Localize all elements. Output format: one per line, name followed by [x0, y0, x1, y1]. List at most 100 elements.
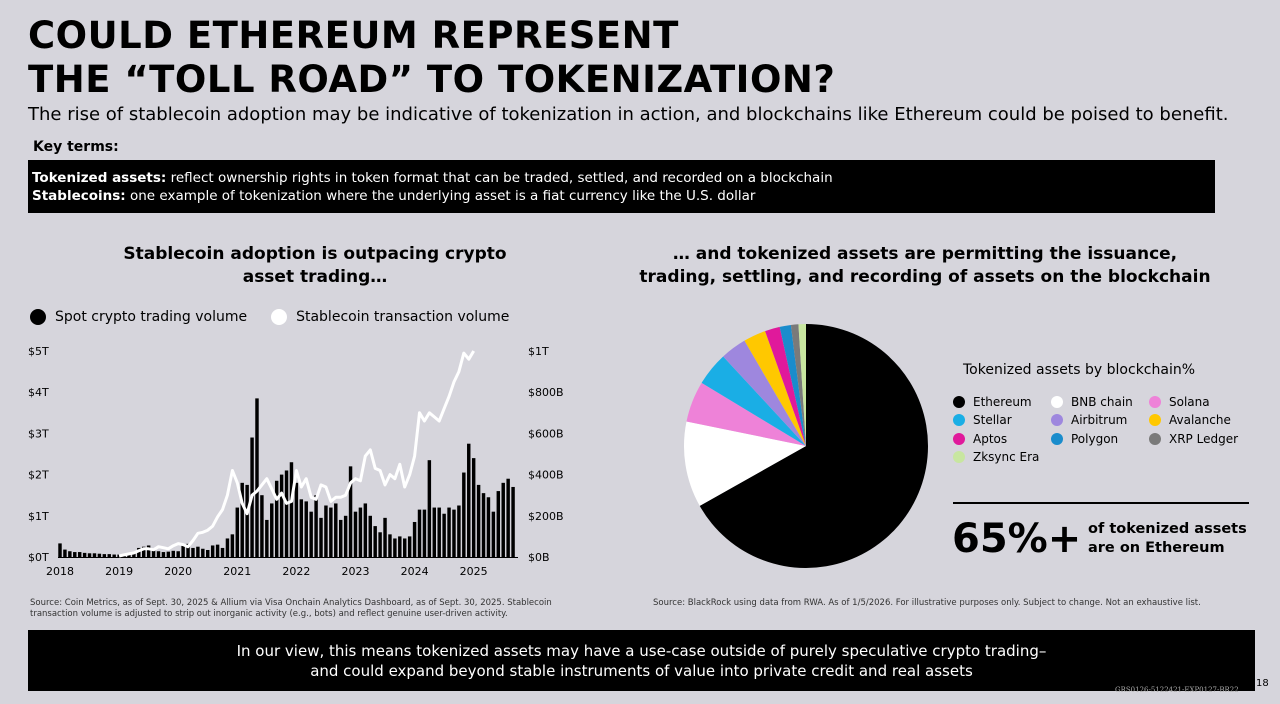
y-left-tick-label: $1T — [28, 510, 49, 523]
bar — [97, 553, 102, 557]
pie-legend-item: Zksync Era — [953, 449, 1051, 467]
bar — [319, 517, 323, 557]
bar — [353, 511, 358, 557]
bar — [457, 505, 461, 557]
pie-legend-label: BNB chain — [1071, 394, 1133, 409]
right-chart-title: … and tokenized assets are permitting th… — [630, 243, 1220, 289]
pie-legend-swatch — [953, 395, 965, 408]
page-title: COULD ETHEREUM REPRESENT THE “TOLL ROAD”… — [28, 14, 835, 102]
pie-legend-swatch — [1149, 432, 1161, 445]
y-right-tick-label: $400B — [528, 469, 564, 482]
page-subtitle: The rise of stablecoin adoption may be i… — [28, 104, 1229, 125]
term-stablecoins: Stablecoins: one example of tokenization… — [32, 187, 1215, 205]
pie-legend-item: Aptos — [953, 430, 1051, 448]
y-left-tick-label: $5T — [28, 345, 49, 358]
big-stat: 65%+ — [952, 516, 1082, 562]
bar — [299, 499, 304, 557]
bar — [220, 547, 225, 557]
legend-stable-swatch — [271, 309, 288, 325]
stablecoin-series-line — [118, 350, 475, 558]
document-code: GRS0126-5122421-EXP0127-BR22 — [1115, 686, 1239, 694]
bar — [107, 554, 111, 557]
pie-legend-item: Solana — [1149, 393, 1249, 411]
bar — [284, 470, 289, 557]
bar — [201, 548, 205, 557]
bar — [309, 511, 313, 557]
bar — [92, 553, 97, 557]
y-right-tick-label: $800B — [528, 386, 564, 399]
pie-slice-xrp-ledger — [790, 324, 806, 446]
bar — [166, 551, 171, 557]
bar — [393, 538, 397, 557]
bar — [151, 548, 156, 557]
pie-legend-label: Zksync Era — [973, 450, 1040, 465]
bar — [378, 532, 382, 557]
bar — [137, 547, 141, 557]
pie-legend-swatch — [953, 451, 965, 464]
bar — [82, 552, 87, 557]
bar — [417, 509, 422, 557]
pie-slice-solana — [686, 382, 806, 446]
key-terms-box: Tokenized assets: reflect ownership righ… — [28, 160, 1215, 213]
bar — [215, 544, 220, 557]
x-tick-label: 2025 — [460, 565, 488, 578]
pie-slice-stellar — [701, 356, 806, 446]
bar — [501, 482, 505, 557]
source-right: Source: BlackRock using data from RWA. A… — [653, 598, 1201, 608]
bar — [363, 503, 368, 557]
bar — [373, 526, 377, 557]
pie-legend-label: XRP Ledger — [1169, 431, 1239, 446]
pie-legend-swatch — [1149, 395, 1161, 408]
conclusion-line-1: In our view, this means tokenized assets… — [236, 642, 1047, 660]
bar — [161, 552, 166, 557]
pie-legend-label: Polygon — [1071, 431, 1119, 446]
pie-legend-item: Avalanche — [1149, 412, 1249, 430]
term-tokenized-assets: Tokenized assets: reflect ownership righ… — [32, 169, 1215, 187]
bar — [452, 509, 456, 557]
y-left-tick-label: $3T — [28, 427, 49, 440]
bar — [270, 503, 274, 557]
pie-slice-zksync-era — [798, 324, 806, 446]
legend-spot-label: Spot crypto trading volume — [55, 309, 248, 325]
y-right-tick-label: $0B — [528, 551, 550, 564]
bar — [63, 549, 67, 557]
y-left-tick-label: $2T — [28, 469, 49, 482]
pie-legend-item: Polygon — [1051, 430, 1149, 448]
bar — [314, 495, 318, 557]
bar — [186, 543, 190, 557]
bar — [156, 551, 161, 557]
pie-slice-polygon — [779, 324, 806, 446]
bar — [255, 398, 259, 557]
bar — [102, 554, 107, 557]
y-right-tick-label: $600B — [528, 427, 564, 440]
bar — [274, 480, 279, 557]
pie-legend-label: Stellar — [973, 413, 1012, 428]
pie-legend-swatch — [953, 432, 965, 445]
bar — [481, 493, 486, 557]
pie-legend-item: XRP Ledger — [1149, 430, 1249, 448]
bar — [407, 536, 412, 557]
x-tick-label: 2018 — [46, 565, 74, 578]
bar — [141, 546, 146, 557]
bar — [403, 538, 407, 557]
bar — [412, 521, 417, 557]
bar — [146, 545, 151, 557]
y-left-tick-label: $0T — [28, 551, 49, 564]
bar — [196, 546, 200, 557]
bar — [398, 536, 402, 557]
bar — [279, 474, 284, 557]
bar — [496, 491, 501, 557]
pie-legend-swatch — [1051, 395, 1063, 408]
left-chart-title-line-2: asset trading… — [242, 267, 388, 287]
term-tokenized-assets-label: Tokenized assets: — [32, 170, 167, 186]
bar — [427, 460, 432, 557]
bar — [447, 507, 451, 557]
bar — [235, 507, 240, 557]
blockchain-pie-chart — [684, 324, 929, 568]
pie-legend-swatch — [1149, 414, 1161, 427]
pie-legend-item: BNB chain — [1051, 393, 1149, 411]
pie-legend-swatch — [953, 414, 965, 427]
bar — [486, 497, 491, 557]
bar — [240, 482, 244, 557]
bar — [171, 550, 175, 557]
